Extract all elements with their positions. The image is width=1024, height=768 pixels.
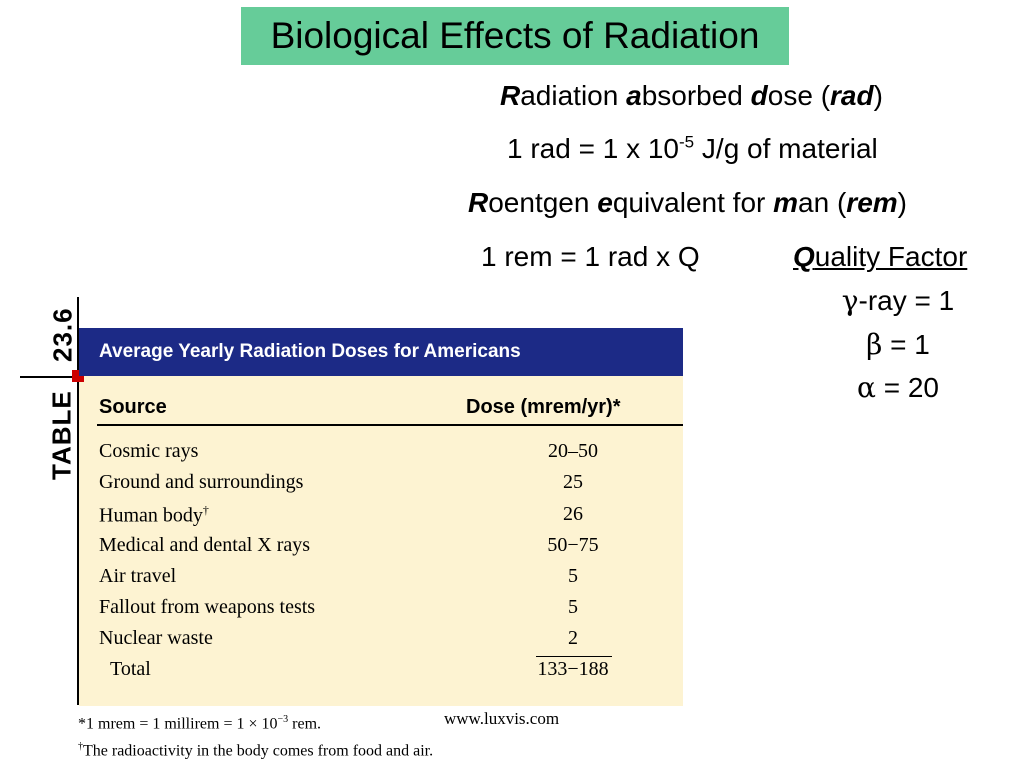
table-heading: Average Yearly Radiation Doses for Ameri… bbox=[79, 328, 683, 376]
source-credit: www.luxvis.com bbox=[444, 709, 560, 728]
table-label: TABLE bbox=[46, 390, 77, 480]
dagger-mark: † bbox=[202, 503, 209, 517]
header-rule bbox=[97, 424, 683, 426]
rem-equation: 1 rem = 1 rad x Q bbox=[481, 241, 700, 272]
table-row-source: Nuclear waste bbox=[99, 627, 213, 649]
table-row-dose: 50−75 bbox=[547, 534, 599, 556]
factor-beta: β = 1 bbox=[866, 328, 930, 361]
table-total-label: Total bbox=[110, 658, 151, 680]
quality-factor-heading: Quality Factor bbox=[793, 241, 968, 272]
footnote-mrem: *1 mrem = 1 millirem = 1 × 10−3 rem. bbox=[78, 714, 322, 733]
footnote-body: †The radioactivity in the body comes fro… bbox=[78, 741, 434, 760]
table-row-dose: 26 bbox=[563, 503, 583, 525]
table-row-source: Medical and dental X rays bbox=[99, 534, 311, 556]
table-row-source: Cosmic rays bbox=[99, 440, 199, 462]
slide-title: Biological Effects of Radiation bbox=[241, 7, 789, 65]
total-rule bbox=[536, 656, 612, 657]
table-panel bbox=[79, 328, 683, 706]
table-row-dose: 5 bbox=[568, 565, 578, 587]
table-row-dose: 20–50 bbox=[548, 440, 598, 462]
table-row-source: Ground and surroundings bbox=[99, 471, 304, 493]
table-row-dose: 2 bbox=[568, 627, 578, 649]
rad-equation: 1 rad = 1 x 10-5 J/g of material bbox=[507, 132, 878, 164]
column-header-dose: Dose (mrem/yr)* bbox=[466, 396, 621, 418]
table-row-dose: 25 bbox=[563, 471, 583, 493]
table-row-dose: 5 bbox=[568, 596, 578, 618]
table-row-source: Human body† bbox=[99, 503, 209, 527]
factor-gamma: γ-ray = 1 bbox=[841, 284, 955, 317]
rem-definition: Roentgen equivalent for man (rem) bbox=[468, 187, 907, 218]
table-left-rule bbox=[77, 297, 79, 705]
rad-definition: Radiation absorbed dose (rad) bbox=[500, 80, 883, 111]
column-header-source: Source bbox=[99, 396, 167, 418]
table-row-source: Fallout from weapons tests bbox=[99, 596, 316, 618]
table-row-source: Air travel bbox=[99, 565, 177, 587]
table-total-value: 133−188 bbox=[537, 658, 609, 680]
table-label-rule bbox=[20, 376, 78, 378]
table-number: 23.6 bbox=[47, 307, 78, 363]
factor-alpha: α = 20 bbox=[857, 371, 939, 404]
